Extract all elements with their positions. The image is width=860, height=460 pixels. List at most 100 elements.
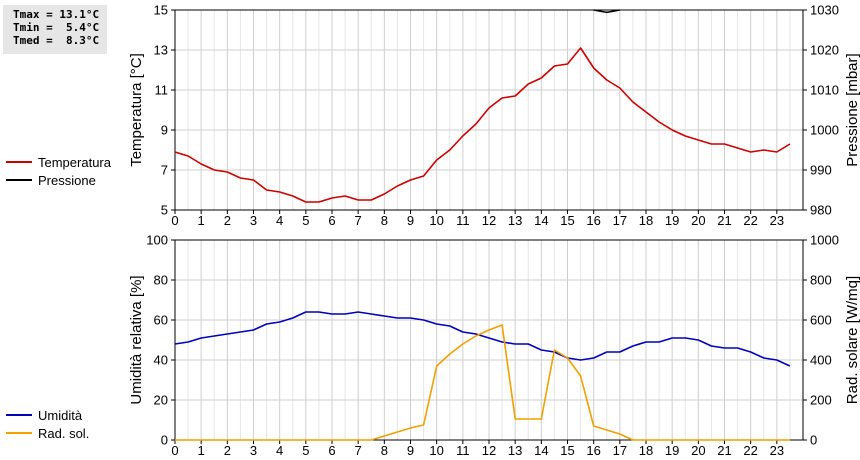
stat-tmed: Tmed = 8.3°C: [13, 34, 100, 47]
chart2-x-tick-label: 8: [381, 443, 388, 458]
chart1-x-tick-label: 7: [355, 213, 362, 228]
chart2-x-tick-label: 5: [302, 443, 309, 458]
chart2-y-tick-label: 0: [161, 433, 168, 448]
chart2-y-tick-label: 60: [154, 313, 168, 328]
chart2-x-tick-label: 11: [456, 443, 470, 458]
chart1-y-axis-title: Temperatura [°C]: [128, 53, 145, 167]
chart2-series-umidit-line: [174, 311, 791, 367]
chart1-y2-tick-label: 1010: [810, 83, 839, 98]
chart2-x-tick-label: 2: [224, 443, 231, 458]
chart1-series-temperatura-line: [174, 47, 791, 203]
chart2-x-tick-label: 22: [743, 443, 757, 458]
chart2-y-axis-title: Umidità relativa [%]: [128, 275, 145, 404]
chart2-y2-tick-label: 600: [810, 313, 832, 328]
chart1-x-tick-label: 17: [613, 213, 627, 228]
chart1-y2-axis-title: Pressione [mbar]: [844, 53, 860, 166]
legend-swatch-rad-sol: [6, 432, 32, 434]
legend-label-umidita: Umidità: [38, 407, 83, 423]
chart1-x-tick-label: 3: [250, 213, 257, 228]
chart2-x-tick-label: 4: [276, 443, 283, 458]
chart2-x-tick-label: 7: [355, 443, 362, 458]
chart1-x-tick-label: 18: [639, 213, 653, 228]
chart2-x-tick-label: 10: [429, 443, 443, 458]
chart1-x-tick-label: 20: [691, 213, 705, 228]
legend-label-rad-sol: Rad. sol.: [38, 425, 90, 441]
chart1-x-tick-label: 4: [276, 213, 283, 228]
legend-item-umidita: Umidità: [6, 406, 89, 424]
legend-item-rad-sol: Rad. sol.: [6, 424, 89, 442]
chart2-y-tick-label: 20: [154, 393, 168, 408]
chart1-x-tick-label: 19: [665, 213, 679, 228]
legend-top: Temperatura Pressione: [6, 153, 111, 189]
chart1-x-tick-label: 8: [381, 213, 388, 228]
chart1-group: 0 1 2 3 4 5 6 7 8 9 10 11 12 13 14 15 16 17 18 19 20 21 22 2357…: [128, 3, 860, 229]
chart1-y2-tick-label: 1020: [810, 43, 839, 58]
chart2-y-tick-label: 40: [154, 353, 168, 368]
chart1-y-tick-label: 11: [155, 83, 169, 98]
chart1-x-tick-label: 5: [302, 213, 309, 228]
chart2-x-tick-label: 16: [586, 443, 600, 458]
chart2-x-tick-label: 3: [250, 443, 257, 458]
chart2-y2-tick-label: 0: [810, 433, 817, 448]
chart2-x-tick-label: 1: [198, 443, 205, 458]
chart2-x-tick-label: 9: [407, 443, 414, 458]
stat-tmax: Tmax = 13.1°C: [13, 8, 100, 21]
chart2-x-tick-label: 20: [691, 443, 705, 458]
chart1-y-tick-label: 9: [161, 123, 168, 138]
chart1-y-tick-label: 15: [154, 3, 168, 18]
chart2-x-tick-label: 14: [534, 443, 548, 458]
chart1-x-tick-label: 1: [198, 213, 205, 228]
chart1-x-tick-label: 23: [770, 213, 784, 228]
chart1-y2-tick-label: 990: [810, 163, 832, 178]
chart2-x-tick-label: 21: [717, 443, 731, 458]
chart2-group: 0 1 2 3 4 5 6 7 8 9 10 11 12 13 14 15 16 17 18 19 20 21 22 2302…: [128, 233, 860, 459]
legend-label-temperatura: Temperatura: [38, 154, 111, 170]
chart1-x-tick-label: 21: [717, 213, 731, 228]
chart2-x-tick-label: 17: [613, 443, 627, 458]
chart1-x-tick-label: 11: [456, 213, 470, 228]
stats-box: Tmax = 13.1°C Tmin = 5.4°C Tmed = 8.3°C: [3, 5, 107, 54]
chart2-y2-tick-label: 800: [810, 273, 832, 288]
chart1-y2-tick-label: 1030: [810, 3, 839, 18]
chart1-x-tick-label: 14: [534, 213, 548, 228]
legend-item-pressione: Pressione: [6, 171, 111, 189]
legend-swatch-pressione: [6, 179, 32, 181]
chart1-y-tick-label: 5: [161, 203, 168, 218]
chart1-x-tick-label: 2: [224, 213, 231, 228]
chart2-y-tick-label: 100: [146, 233, 168, 248]
chart1-y2-tick-label: 1000: [810, 123, 839, 138]
chart2-x-tick-label: 13: [508, 443, 522, 458]
chart1-y2-tick-label: 980: [810, 203, 832, 218]
chart2-y2-tick-label: 1000: [810, 233, 839, 248]
legend-swatch-umidita: [6, 414, 32, 416]
chart2-y2-tick-label: 200: [810, 393, 832, 408]
legend-swatch-temperatura: [6, 161, 32, 163]
chart2-x-tick-label: 19: [665, 443, 679, 458]
chart2-y-tick-label: 80: [154, 273, 168, 288]
chart1-x-tick-label: 22: [743, 213, 757, 228]
chart2-y2-tick-label: 400: [810, 353, 832, 368]
chart2-x-tick-label: 6: [328, 443, 335, 458]
chart1-x-tick-label: 6: [328, 213, 335, 228]
legend-bottom: Umidità Rad. sol.: [6, 406, 89, 442]
legend-label-pressione: Pressione: [38, 172, 96, 188]
chart1-y-tick-label: 7: [161, 163, 168, 178]
chart2-y2-axis-title: Rad. solare [W/mq]: [844, 276, 860, 404]
chart1-x-tick-label: 13: [508, 213, 522, 228]
chart1-x-tick-label: 0: [171, 213, 178, 228]
chart2-x-tick-label: 0: [171, 443, 178, 458]
chart1-y-tick-label: 13: [154, 43, 168, 58]
chart1-x-tick-label: 12: [482, 213, 496, 228]
chart2-x-tick-label: 12: [482, 443, 496, 458]
chart1-x-tick-label: 15: [560, 213, 574, 228]
chart2-series-rad-sol-line: [175, 324, 790, 441]
chart1-series-pressione-line: [593, 9, 620, 14]
chart1-x-tick-label: 16: [586, 213, 600, 228]
legend-item-temperatura: Temperatura: [6, 153, 111, 171]
chart1-x-tick-label: 10: [429, 213, 443, 228]
chart2-x-tick-label: 23: [770, 443, 784, 458]
chart1-x-tick-label: 9: [407, 213, 414, 228]
stat-tmin: Tmin = 5.4°C: [13, 21, 100, 34]
chart2-x-tick-label: 15: [560, 443, 574, 458]
